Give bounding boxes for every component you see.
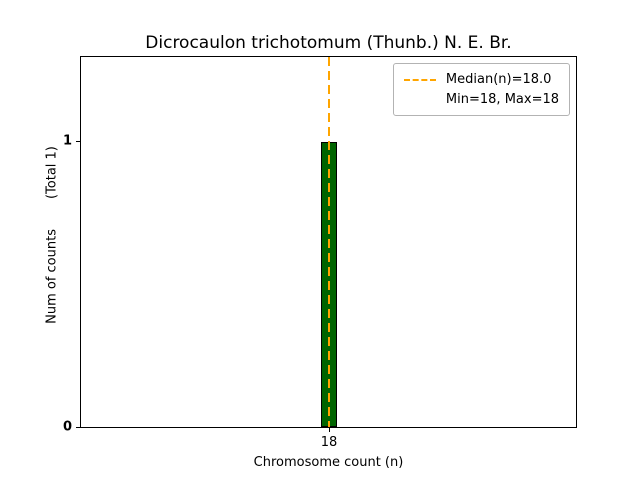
- legend-median-label: Median(n)=18.0: [445, 72, 552, 87]
- x-axis-label: Chromosome count (n): [253, 455, 404, 470]
- legend: Median(n)=18.0 Min=18, Max=18: [392, 63, 570, 116]
- y-tick-mark-1: [76, 141, 80, 142]
- legend-entry-minmax: Min=18, Max=18: [404, 92, 559, 107]
- x-tick-mark-18: [329, 428, 330, 432]
- y-tick-label-0: 0: [62, 419, 72, 435]
- y-axis-label: Num of counts (Total 1): [45, 146, 60, 324]
- x-tick-label-18: 18: [320, 435, 338, 450]
- legend-minmax-label: Min=18, Max=18: [445, 92, 559, 107]
- legend-entry-median: Median(n)=18.0: [403, 72, 559, 87]
- median-line: [327, 57, 330, 427]
- y-axis-total-label: (Total 1): [44, 146, 60, 200]
- y-tick-mark-0: [76, 427, 80, 428]
- plot-area: Median(n)=18.0 Min=18, Max=18: [80, 56, 577, 428]
- legend-empty-sample: [404, 99, 436, 101]
- chart-title: Dicrocaulon trichotomum (Thunb.) N. E. B…: [145, 33, 512, 53]
- y-axis-label-text: Num of counts: [44, 229, 60, 324]
- y-tick-label-1: 1: [62, 133, 72, 149]
- median-dashed-line-sample: [403, 78, 436, 81]
